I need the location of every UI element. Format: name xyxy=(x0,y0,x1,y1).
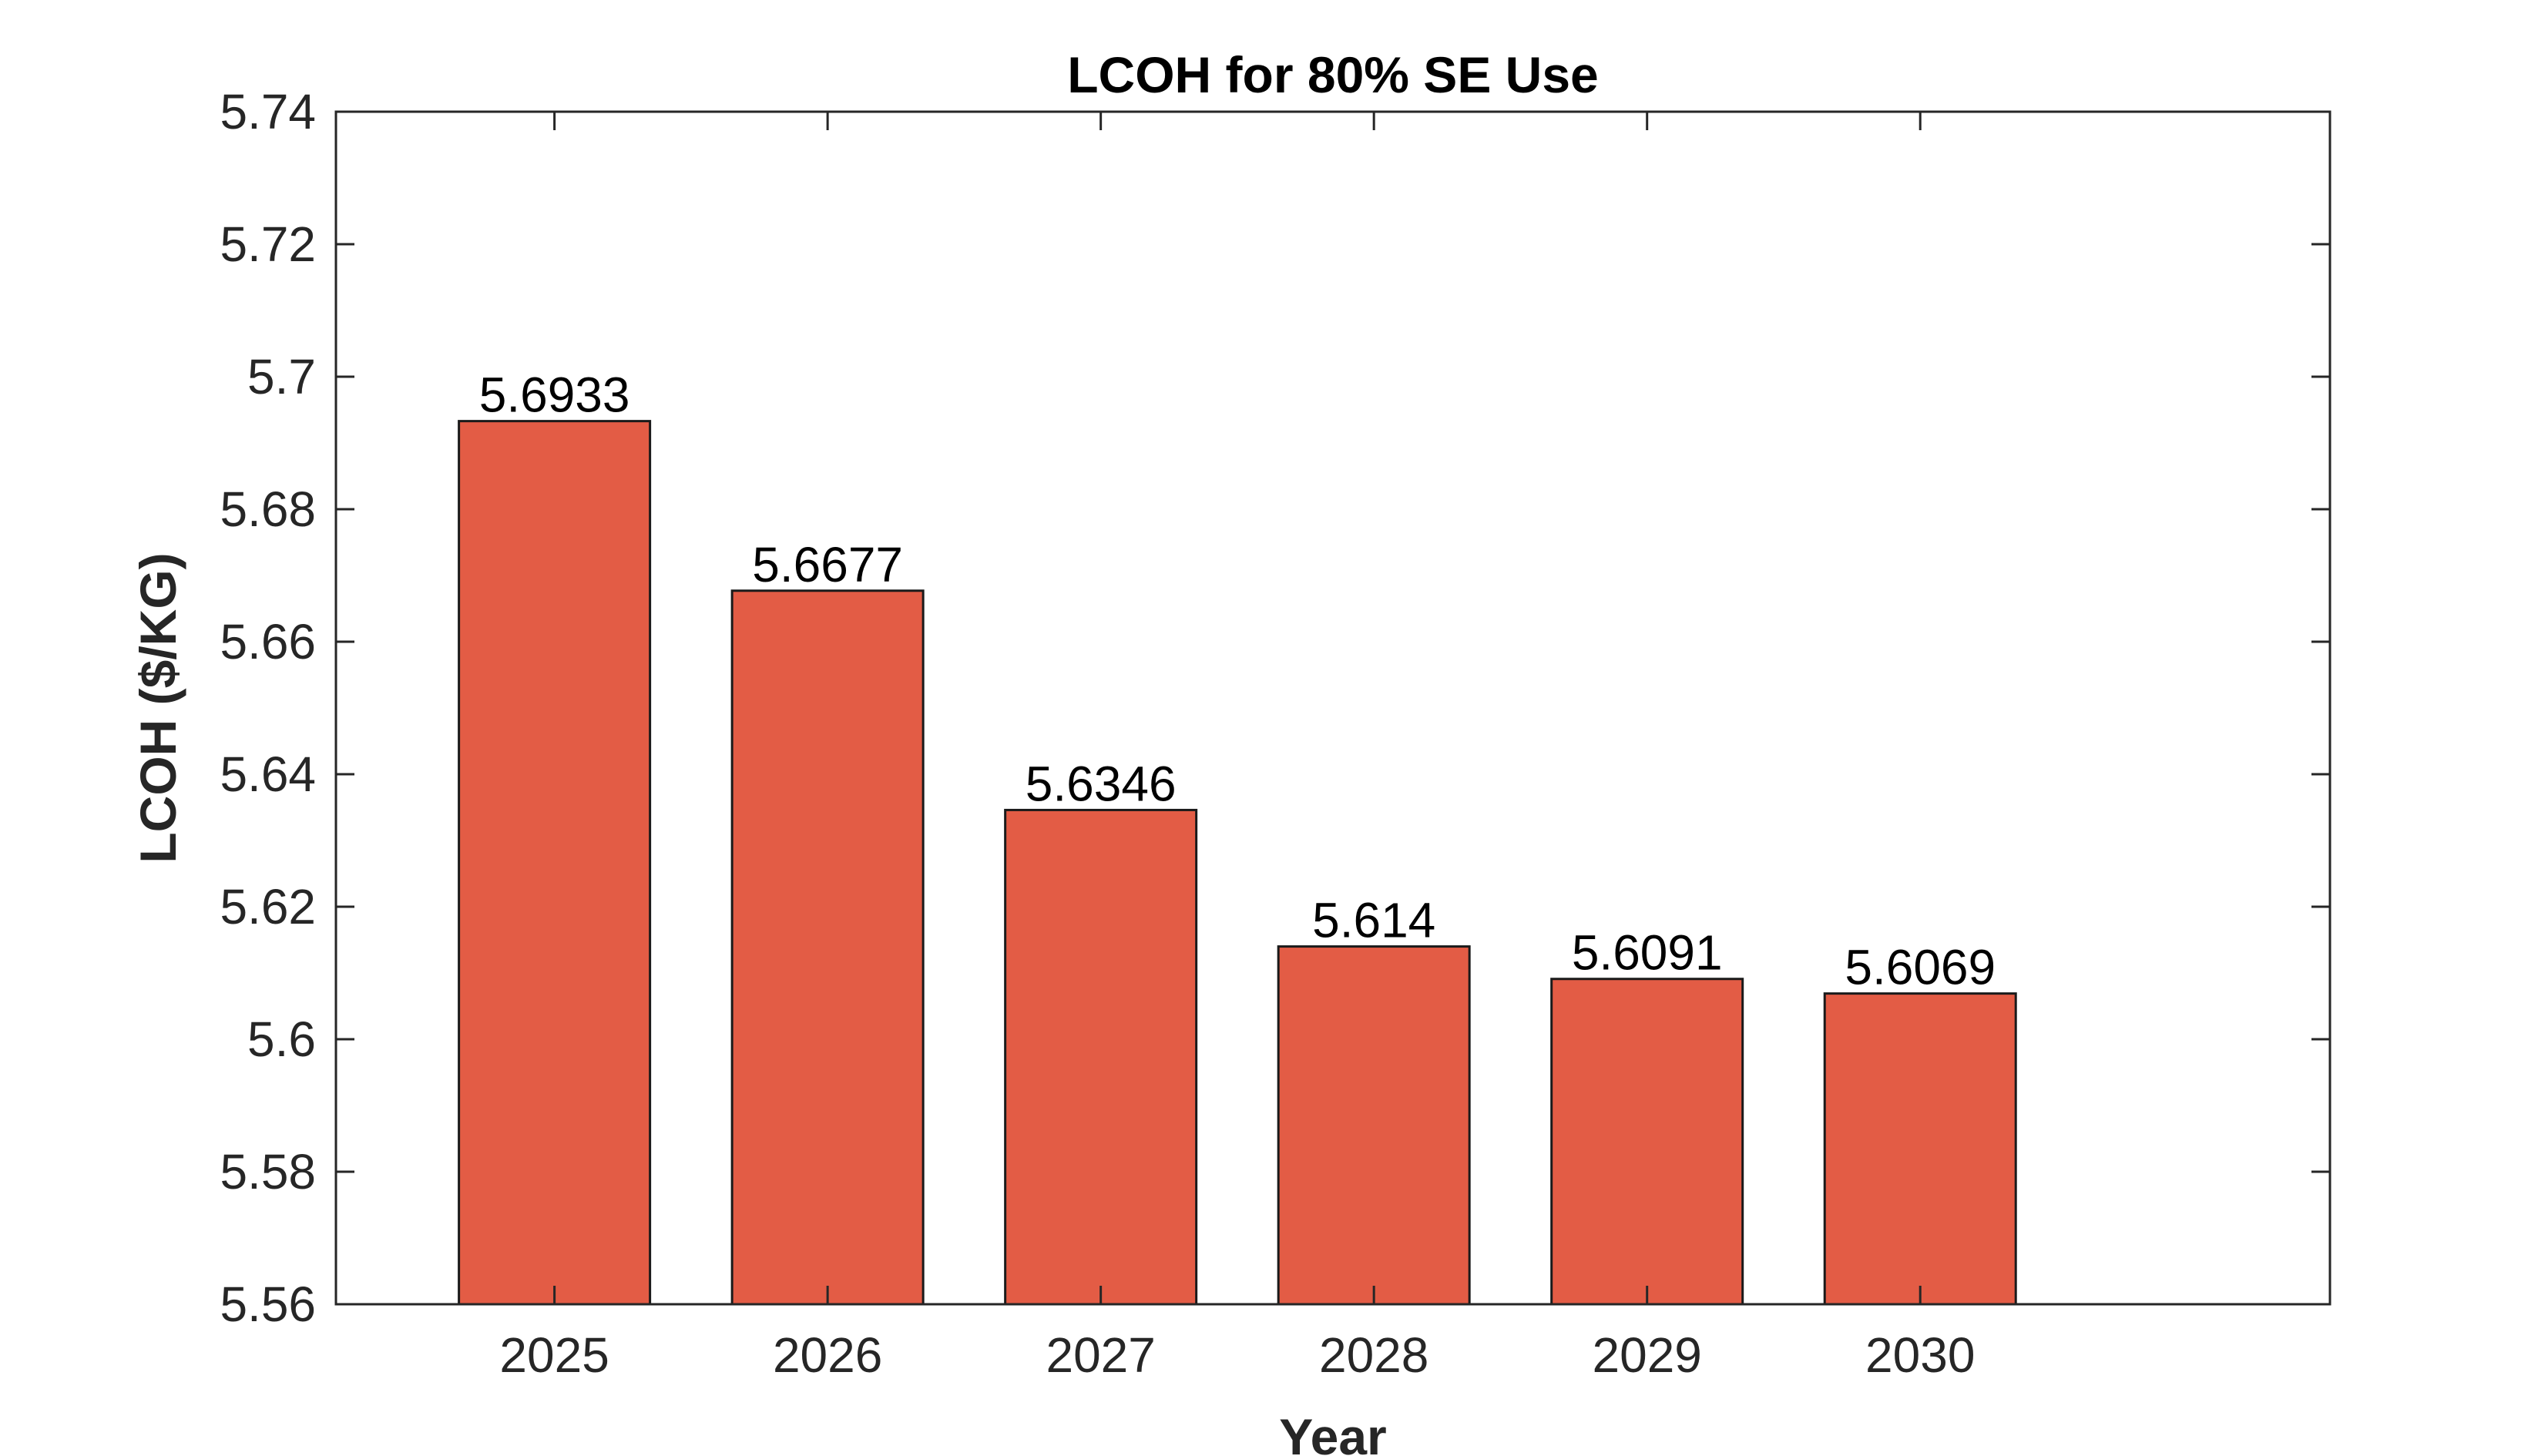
bar-value-label-2027: 5.6346 xyxy=(1026,756,1177,811)
bar-value-label-2029: 5.6091 xyxy=(1572,925,1723,981)
y-tick-label: 5.62 xyxy=(220,879,316,934)
bar-2028 xyxy=(1277,945,1471,1306)
x-axis: 2025 2026 2027 2028 2029 2030 xyxy=(499,112,1975,1383)
x-tick-label-2029: 2029 xyxy=(1593,1327,1702,1383)
chart-title: LCOH for 80% SE Use xyxy=(1067,46,1599,103)
bar-value-label-2025: 5.6933 xyxy=(479,367,630,423)
bar-value-label-2026: 5.6677 xyxy=(752,537,903,592)
bar-2027 xyxy=(1004,808,1198,1306)
x-tick-label-2026: 2026 xyxy=(773,1327,882,1383)
bar-series xyxy=(458,420,2017,1306)
y-tick-label: 5.58 xyxy=(220,1144,316,1199)
x-axis-label: Year xyxy=(1279,1408,1386,1456)
y-tick-label: 5.64 xyxy=(220,746,316,802)
y-tick-label: 5.56 xyxy=(220,1277,316,1332)
bar-value-label-2030: 5.6069 xyxy=(1845,940,1996,995)
plot-area-frame xyxy=(334,110,2331,1306)
y-tick-label: 5.6 xyxy=(247,1011,316,1067)
y-tick-label: 5.72 xyxy=(220,216,316,272)
bar-2026 xyxy=(730,589,925,1306)
y-axis: 5.56 5.58 5.6 5.62 5.64 5.66 5.68 5.7 5.72 5.74 xyxy=(220,84,2330,1332)
bar-2030 xyxy=(1823,992,2017,1306)
x-tick-label-2027: 2027 xyxy=(1046,1327,1155,1383)
y-axis-label: LCOH ($/KG) xyxy=(129,552,186,863)
y-tick-label: 5.7 xyxy=(247,349,316,404)
bar-2029 xyxy=(1550,978,1744,1306)
bar-2025 xyxy=(458,420,652,1306)
y-tick-label: 5.68 xyxy=(220,481,316,537)
y-tick-label: 5.74 xyxy=(220,84,316,139)
x-tick-label-2025: 2025 xyxy=(499,1327,609,1383)
y-tick-label: 5.66 xyxy=(220,614,316,669)
x-tick-label-2030: 2030 xyxy=(1865,1327,1975,1383)
bar-value-label-2028: 5.614 xyxy=(1312,893,1435,948)
x-tick-label-2028: 2028 xyxy=(1319,1327,1428,1383)
bar-value-labels: 5.6933 5.6677 5.6346 5.614 5.6091 5.6069 xyxy=(479,367,1996,995)
